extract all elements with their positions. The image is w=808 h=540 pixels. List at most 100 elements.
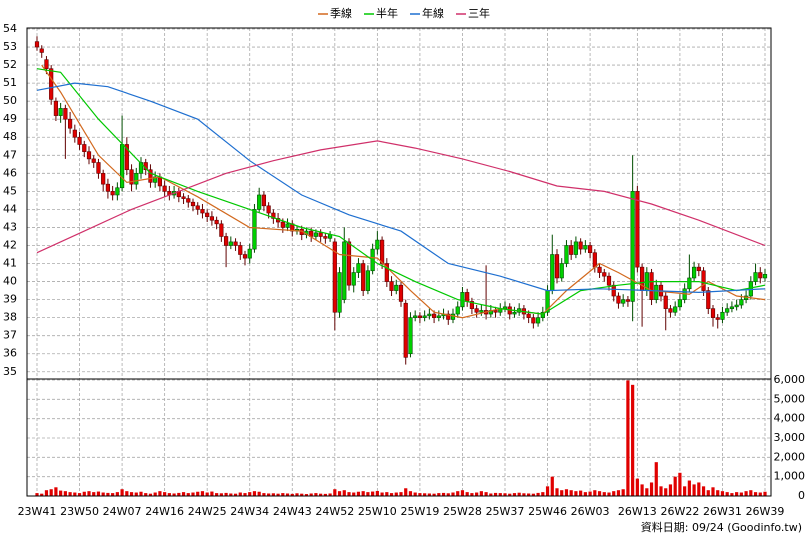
candle-body bbox=[729, 306, 735, 309]
volume-bar bbox=[489, 493, 493, 496]
candle-body bbox=[550, 254, 555, 291]
volume-bar bbox=[645, 488, 649, 496]
candle-body bbox=[554, 254, 560, 279]
volume-bar bbox=[177, 492, 181, 496]
y-tick-label: 47 bbox=[3, 148, 17, 161]
candle-body bbox=[739, 299, 744, 306]
volume-bar bbox=[394, 492, 398, 496]
y-tick-label: 50 bbox=[3, 94, 17, 107]
candle-body bbox=[394, 284, 399, 291]
volume-bar bbox=[63, 491, 67, 496]
candle-body bbox=[223, 236, 229, 246]
candle-body bbox=[124, 144, 129, 171]
candle-body bbox=[209, 216, 215, 221]
candle-body bbox=[616, 295, 621, 304]
candle-body bbox=[625, 299, 631, 302]
y-tick-label: 52 bbox=[3, 58, 17, 71]
volume-bar bbox=[749, 490, 753, 496]
volume-bar bbox=[460, 490, 465, 496]
candle-body bbox=[720, 311, 725, 320]
y-tick-label: 36 bbox=[3, 347, 17, 360]
volume-bar bbox=[120, 489, 124, 496]
candle-body bbox=[115, 187, 120, 196]
candle-body bbox=[190, 201, 196, 207]
candle-body bbox=[436, 315, 441, 318]
volume-bar bbox=[215, 493, 219, 496]
volume-bar bbox=[475, 492, 479, 496]
candle-body bbox=[119, 144, 125, 189]
candle-body bbox=[247, 248, 252, 259]
volume-bar bbox=[243, 493, 247, 496]
candle-body bbox=[280, 221, 285, 228]
volume-bar bbox=[583, 492, 587, 496]
x-tick-label: 24W52 bbox=[315, 505, 354, 518]
volume-bar bbox=[536, 492, 540, 496]
x-tick-label: 24W07 bbox=[103, 505, 142, 518]
legend-label: 季線 bbox=[330, 6, 352, 20]
candle-body bbox=[602, 272, 607, 277]
volume-bar bbox=[257, 491, 261, 496]
y-tick-label: 38 bbox=[3, 311, 17, 324]
y-tick-label: 41 bbox=[3, 257, 17, 270]
volume-bar bbox=[347, 492, 351, 496]
candle-body bbox=[569, 245, 574, 255]
y2-tick-label: 1,000 bbox=[774, 470, 806, 483]
candle-body bbox=[427, 313, 432, 317]
y-tick-label: 40 bbox=[3, 275, 17, 288]
candle-body bbox=[639, 266, 645, 291]
candle-body bbox=[460, 292, 465, 308]
candle-body bbox=[413, 315, 418, 318]
candle-body bbox=[479, 310, 484, 313]
candle-body bbox=[186, 198, 191, 203]
volume-bar bbox=[281, 493, 285, 496]
volume-bar bbox=[569, 490, 573, 496]
y-tick-label: 54 bbox=[3, 22, 17, 35]
y-tick-label: 49 bbox=[3, 112, 17, 125]
y-tick-label: 44 bbox=[3, 202, 17, 215]
volume-bar bbox=[262, 493, 266, 496]
volume-bar bbox=[44, 490, 49, 496]
volume-bar bbox=[219, 493, 223, 496]
legend-label: 年線 bbox=[422, 6, 444, 20]
volume-bar bbox=[730, 493, 734, 496]
volume-bar bbox=[550, 476, 554, 496]
y-tick-label: 48 bbox=[3, 130, 17, 143]
candle-body bbox=[337, 272, 342, 313]
volume-bar bbox=[649, 482, 654, 496]
volume-bar bbox=[366, 492, 370, 496]
candle-body bbox=[332, 241, 337, 313]
candle-body bbox=[465, 292, 470, 302]
candle-body bbox=[200, 209, 205, 214]
volume-bar bbox=[385, 492, 389, 496]
candle-body bbox=[606, 275, 612, 286]
candle-body bbox=[668, 308, 673, 313]
volume-bar bbox=[545, 486, 550, 496]
candle-body bbox=[715, 317, 720, 320]
candle-body bbox=[101, 173, 106, 185]
volume-bar bbox=[144, 493, 148, 496]
volume-bar bbox=[49, 489, 53, 496]
x-tick-label: 24W25 bbox=[188, 505, 227, 518]
candle-body bbox=[214, 219, 219, 225]
candle-body bbox=[129, 169, 134, 185]
volume-bar bbox=[77, 493, 82, 496]
candle-body bbox=[238, 245, 243, 255]
x-tick-label: 24W43 bbox=[273, 505, 312, 518]
volume-bar bbox=[517, 492, 521, 496]
volume-bar bbox=[493, 492, 498, 496]
candle-body bbox=[403, 302, 408, 358]
volume-bar bbox=[285, 493, 290, 496]
volume-bar bbox=[309, 493, 313, 496]
y-tick-label: 46 bbox=[3, 166, 17, 179]
volume-bar bbox=[706, 490, 710, 496]
candle-body bbox=[450, 313, 456, 320]
volume-bar bbox=[68, 492, 72, 496]
candle-body bbox=[162, 185, 167, 192]
candle-body bbox=[96, 162, 101, 174]
volume-bar bbox=[654, 462, 658, 496]
candle-body bbox=[219, 223, 224, 237]
volume-bar bbox=[479, 491, 483, 496]
volume-bar bbox=[616, 490, 621, 496]
x-tick-label: 25W46 bbox=[528, 505, 567, 518]
